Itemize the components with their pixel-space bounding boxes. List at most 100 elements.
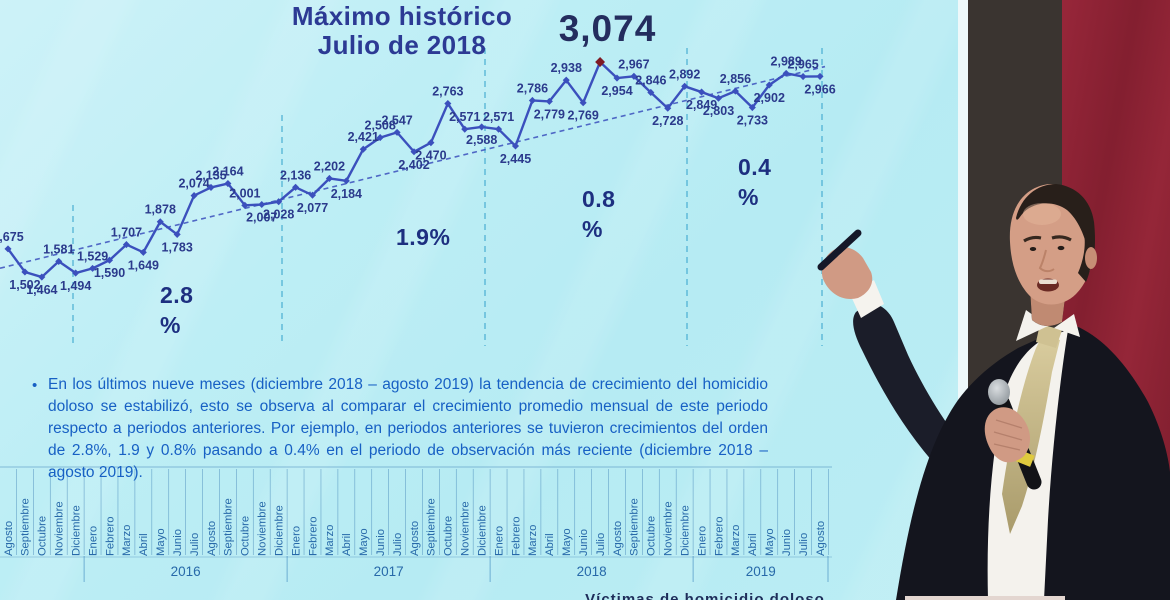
data-point-label: 2,028 [263, 208, 294, 222]
data-point-marker [427, 139, 435, 147]
month-tick-label: Febrero [510, 516, 522, 556]
month-tick-label: Noviembre [257, 501, 269, 556]
month-tick-label: Enero [696, 526, 708, 556]
collar-right [1054, 314, 1080, 337]
data-point-label: 2,184 [331, 187, 362, 201]
month-tick-label: Diciembre [273, 505, 285, 556]
month-tick-label: Mayo [561, 528, 573, 556]
data-point-marker [461, 125, 469, 133]
eye-right [1057, 245, 1065, 251]
data-point-label: 2,074 [178, 177, 209, 191]
finger-lines [993, 419, 1023, 451]
month-tick-label: Abril [544, 533, 556, 556]
eye-left [1029, 247, 1037, 251]
data-point-label: 1,649 [128, 258, 159, 272]
data-point-marker [528, 96, 536, 105]
data-point-label: 2,989 [771, 54, 802, 68]
data-point-label: 2,547 [381, 113, 412, 127]
month-tick-label: Mayo [155, 528, 167, 556]
month-tick-label: Enero [493, 526, 505, 556]
presenter-tie [1002, 334, 1060, 534]
data-point-marker [664, 104, 672, 112]
data-point-marker [342, 177, 350, 185]
data-point-marker [173, 230, 181, 238]
month-tick-label: Enero [290, 526, 302, 556]
month-tick-label: Mayo [764, 528, 776, 556]
data-point-marker [495, 125, 503, 133]
data-point-label: 2,786 [517, 81, 548, 95]
growth-rate-annotation-2019: 0.4 % [738, 154, 772, 210]
forehead-highlight [1023, 203, 1061, 225]
eyebrow-right [1051, 235, 1072, 242]
data-point-marker [275, 198, 283, 206]
presenter-hand-mic [984, 407, 1030, 463]
data-point-label: 2,733 [737, 114, 768, 128]
data-point-label: 2,965 [787, 58, 818, 72]
clipped-caption: Víctimas de homicidio doloso [585, 591, 825, 600]
microphone-head [988, 379, 1010, 405]
bullet-paragraph: • En los últimos nueve meses (diciembre … [28, 374, 768, 484]
eyebrow-left [1023, 235, 1042, 243]
max-value-label: 3,074 [558, 8, 657, 49]
nose [1038, 249, 1055, 273]
month-tick-label: Agosto [815, 521, 827, 556]
data-point-label: 2,445 [500, 152, 531, 166]
data-point-label: 2,508 [365, 119, 396, 133]
data-point-label: 1,502 [9, 278, 40, 292]
year-label: 2017 [374, 564, 404, 579]
data-point-marker [359, 145, 367, 153]
data-point-marker [376, 134, 384, 142]
growth-rate-annotation-2017: 1.9% [396, 224, 451, 250]
data-point-label: 2,202 [314, 159, 345, 173]
slide-title: Máximo histórico Julio de 2018 [268, 1, 536, 60]
data-point-label: 1,590 [94, 266, 125, 280]
teeth [1039, 279, 1057, 284]
data-point-label: 2,136 [280, 168, 311, 182]
month-tick-label: Diciembre [476, 505, 488, 556]
data-point-marker [308, 191, 317, 199]
pointer-pen [817, 229, 862, 271]
presenter-head [1009, 184, 1097, 305]
data-point-label: 1,529 [77, 249, 108, 263]
month-tick-label: Septiembre [426, 498, 438, 556]
growth-rate-annotation-2016: 2.8 % [160, 282, 194, 338]
data-point-marker [748, 104, 756, 112]
data-point-marker [511, 142, 520, 150]
data-point-label: 2,007 [246, 211, 277, 225]
data-point-label: 1,581 [43, 242, 74, 256]
data-point-label: 1,878 [145, 203, 176, 217]
month-tick-label: Junio [578, 529, 590, 556]
data-point-label: 2,856 [720, 72, 751, 86]
growth-rate-annotation-2018: 0.8 % [582, 186, 616, 242]
month-tick-label: Febrero [104, 516, 116, 556]
slide-title-line1: Máximo histórico [291, 1, 513, 31]
data-point-label: 1,707 [111, 226, 142, 240]
bullet-icon: • [32, 377, 38, 394]
collar-left [1016, 310, 1048, 341]
month-tick-label: Marzo [730, 525, 742, 556]
data-point-marker [444, 100, 452, 108]
data-point-label: 2,421 [348, 130, 379, 144]
data-point-marker [207, 183, 215, 191]
month-tick-label: Enero [87, 526, 99, 556]
data-point-label: 1,675 [0, 230, 24, 244]
month-tick-label: Agosto [612, 521, 624, 556]
max-point-marker [595, 57, 606, 67]
data-point-marker [613, 74, 621, 82]
data-point-marker [782, 69, 790, 77]
month-tick-label: Marzo [527, 525, 539, 556]
data-point-marker [714, 94, 723, 102]
data-point-marker [562, 76, 570, 84]
data-point-marker [55, 257, 63, 265]
data-point-marker [72, 269, 80, 277]
year-label: 2019 [746, 564, 776, 579]
month-tick-label: Abril [138, 533, 150, 556]
month-tick-label: Septiembre [20, 498, 32, 556]
presenter-thumb [835, 252, 851, 266]
month-tick-label: Agosto [3, 521, 15, 556]
month-tick-label: Octubre [443, 516, 455, 556]
month-tick-label: Noviembre [54, 501, 66, 556]
data-point-label: 2,966 [804, 82, 835, 96]
